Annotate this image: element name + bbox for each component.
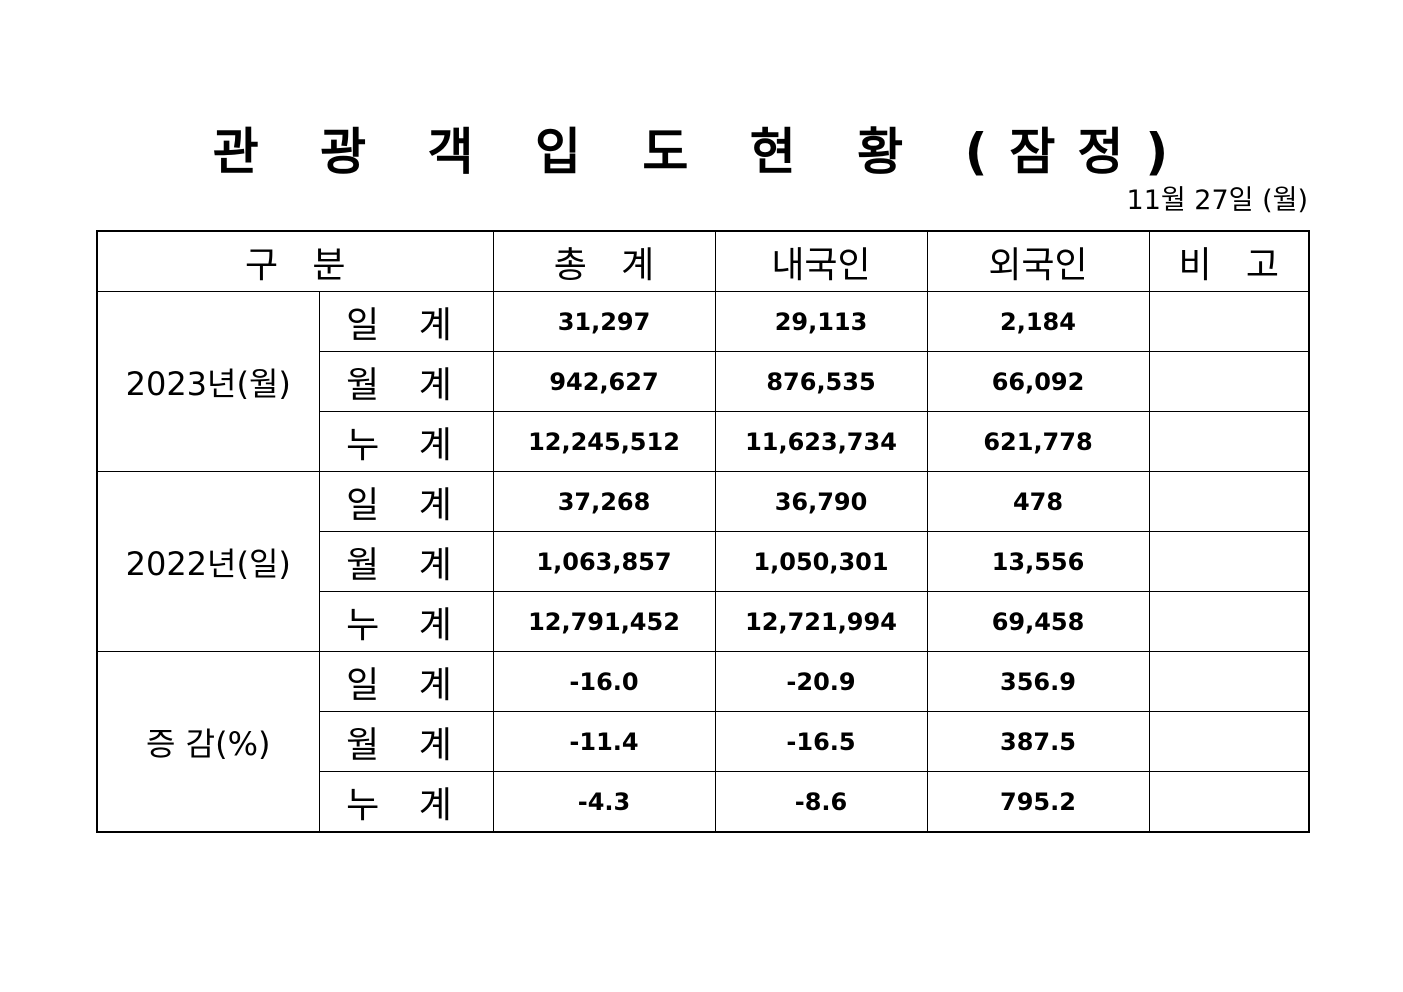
table-row: 누 계 12,791,452 12,721,994 69,458 [97, 591, 1310, 652]
row-label: 월 계 [318, 711, 494, 772]
cell-total: -4.3 [492, 771, 716, 833]
cell-total: 12,791,452 [492, 591, 716, 652]
cell-domestic: -20.9 [714, 651, 928, 712]
cell-remarks [1148, 411, 1310, 472]
tourist-arrivals-table: 구 분 총 계 내국인 외국인 비 고 2023년(월) 일 계 31,297 29,… [96, 230, 1310, 833]
header-total: 총 계 [492, 230, 716, 292]
cell-remarks [1148, 531, 1310, 592]
row-label: 월 계 [318, 351, 494, 412]
cell-domestic: 1,050,301 [714, 531, 928, 592]
row-label: 누 계 [318, 771, 494, 833]
cell-total: -16.0 [492, 651, 716, 712]
header-foreign: 외국인 [926, 230, 1150, 292]
report-date: 11월 27일 (월) [1126, 185, 1308, 216]
cell-total: 31,297 [492, 291, 716, 352]
header-remarks: 비 고 [1148, 230, 1310, 292]
cell-foreign: 478 [926, 471, 1150, 532]
cell-domestic: -8.6 [714, 771, 928, 833]
cell-foreign: 69,458 [926, 591, 1150, 652]
table-row: 누 계 12,245,512 11,623,734 621,778 [97, 411, 1310, 472]
group-label: 2022년(일) [96, 471, 320, 652]
row-label: 월 계 [318, 531, 494, 592]
cell-remarks [1148, 291, 1310, 352]
cell-domestic: 36,790 [714, 471, 928, 532]
cell-foreign: 66,092 [926, 351, 1150, 412]
cell-total: 12,245,512 [492, 411, 716, 472]
cell-foreign: 13,556 [926, 531, 1150, 592]
cell-remarks [1148, 771, 1310, 833]
cell-remarks [1148, 651, 1310, 712]
cell-foreign: 387.5 [926, 711, 1150, 772]
row-label: 누 계 [318, 591, 494, 652]
cell-foreign: 356.9 [926, 651, 1150, 712]
table-row: 월 계 -11.4 -16.5 387.5 [97, 711, 1310, 772]
cell-domestic: 11,623,734 [714, 411, 928, 472]
header-category: 구 분 [96, 230, 494, 292]
group-label: 2023년(월) [96, 291, 320, 472]
header-row: 구 분 총 계 내국인 외국인 비 고 [96, 230, 1310, 292]
table-row: 2023년(월) 일 계 31,297 29,113 2,184 [96, 291, 1310, 472]
table-row: 누 계 -4.3 -8.6 795.2 [97, 771, 1310, 833]
row-label: 누 계 [318, 411, 494, 472]
row-label: 일 계 [318, 651, 494, 712]
table-row: 월 계 1,063,857 1,050,301 13,556 [97, 531, 1310, 592]
cell-foreign: 2,184 [926, 291, 1150, 352]
cell-domestic: 876,535 [714, 351, 928, 412]
cell-remarks [1148, 351, 1310, 412]
table-row: 2022년(일) 일 계 37,268 36,790 478 [96, 471, 1310, 652]
cell-total: -11.4 [492, 711, 716, 772]
cell-foreign: 621,778 [926, 411, 1150, 472]
cell-remarks [1148, 471, 1310, 532]
group-label: 증 감(%) [96, 651, 320, 833]
cell-domestic: -16.5 [714, 711, 928, 772]
cell-remarks [1148, 591, 1310, 652]
cell-total: 37,268 [492, 471, 716, 532]
cell-domestic: 12,721,994 [714, 591, 928, 652]
row-label: 일 계 [318, 291, 494, 352]
cell-total: 1,063,857 [492, 531, 716, 592]
page-title: 관 광 객 입 도 현 황 (잠정) [212, 123, 1191, 181]
cell-remarks [1148, 711, 1310, 772]
header-domestic: 내국인 [714, 230, 928, 292]
cell-foreign: 795.2 [926, 771, 1150, 833]
table-row: 증 감(%) 일 계 -16.0 -20.9 356.9 [96, 651, 1310, 833]
cell-total: 942,627 [492, 351, 716, 412]
cell-domestic: 29,113 [714, 291, 928, 352]
row-label: 일 계 [318, 471, 494, 532]
